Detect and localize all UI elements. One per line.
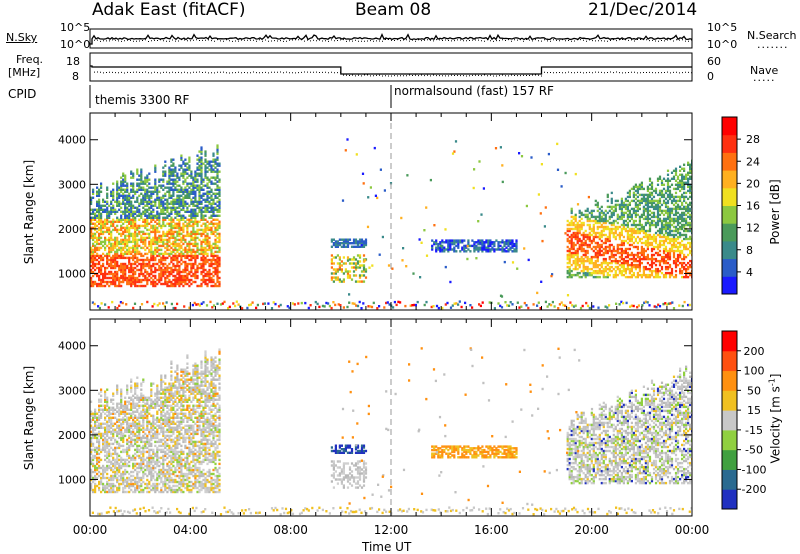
ytick-label-power-3000: 3000 (58, 178, 86, 191)
ytick-label-power-1000: 1000 (58, 267, 86, 280)
colorbar-power-band-0 (722, 276, 737, 295)
ytick-label-velocity-1000: 1000 (58, 473, 86, 486)
velocity-colorbar-label-main: Velocity [m s (768, 386, 783, 464)
colorbar-velocity-tick-label-2: 50 (747, 384, 761, 397)
colorbar-velocity-tick-label-6: -100 (742, 463, 767, 476)
colorbar-power-tick-label-6: 28 (746, 133, 760, 146)
colorbar-power-band-6 (722, 170, 737, 189)
colorbar-velocity-tick-label-3: 15 (747, 404, 761, 417)
colorbar-power-band-3 (722, 223, 737, 242)
colorbar-power-tick-label-0: 4 (746, 266, 753, 279)
xtick-label-5: 20:00 (574, 523, 609, 537)
velocity-colorbar-label-sup: -1 (767, 378, 777, 387)
freq-series-line (90, 65, 692, 75)
velocity-colorbar-label-end: ] (768, 373, 783, 379)
colorbar-velocity-band-2 (722, 449, 737, 470)
colorbar-power-tick-label-2: 12 (746, 222, 760, 235)
colorbar-power-band-7 (722, 152, 737, 171)
velocity-colorbar-label: Velocity [m s-1] (768, 364, 783, 474)
colorbar-power-tick-label-1: 8 (746, 244, 753, 257)
nsearch-tick-bottom: 10^0 (707, 38, 738, 51)
colorbar-velocity-tick-label-7: -200 (742, 483, 767, 496)
xtick-label-2: 08:00 (273, 523, 308, 537)
colorbar-velocity-tick-label-0: 200 (744, 345, 765, 358)
nsearch-label: N.Search (747, 29, 797, 42)
beam-label: Beam 08 (355, 0, 432, 20)
xtick-label-0: 00:00 (73, 523, 108, 537)
nsky-panel-frame (89, 28, 693, 49)
nsearch-legend-line: ....... (757, 38, 789, 51)
colorbar-power-band-5 (722, 187, 737, 206)
nave-tick-bottom: 0 (707, 70, 714, 83)
colorbar-velocity-band-3 (722, 429, 737, 451)
nsky-label: N.Sky (6, 31, 38, 44)
colorbar-power-band-8 (722, 134, 737, 153)
nsky-series-line (90, 32, 693, 45)
freq-unit-label: [MHz] (8, 66, 41, 79)
xtick-label-4: 16:00 (474, 523, 509, 537)
nsearch-series-dots (94, 39, 692, 42)
colorbar-power-tick-label-3: 16 (746, 200, 760, 213)
colorbar-velocity-band-0 (722, 489, 737, 510)
colorbar-power-band-1 (722, 258, 737, 277)
ytick-label-velocity-3000: 3000 (58, 384, 86, 397)
freq-tick-bottom: 8 (72, 70, 79, 83)
nsky-tick-top: 10^5 (60, 21, 91, 34)
xaxis-title: Time UT (362, 540, 412, 554)
colorbar-velocity-tick-label-4: -15 (745, 424, 763, 437)
colorbar-velocity-tick-label-1: 100 (744, 365, 765, 378)
colorbar-velocity-band-8 (722, 331, 737, 352)
colorbar-velocity-frame (721, 330, 738, 510)
nsky-tick-bottom: 10^0 (60, 38, 91, 51)
velocity-heatmap-marks (90, 347, 692, 516)
xtick-label-1: 04:00 (173, 523, 208, 537)
nave-label: Nave (750, 64, 779, 77)
nave-legend-line: ..... (753, 71, 776, 84)
cpid-segment-2: normalsound (fast) 157 RF (394, 84, 554, 98)
colorbar-velocity-band-7 (722, 350, 737, 372)
colorbar-power-band-9 (722, 117, 737, 136)
colorbar-velocity-band-4 (722, 410, 737, 431)
colorbar-power-band-4 (722, 205, 737, 224)
colorbar-velocity-band-5 (722, 390, 737, 411)
power-heatmap-marks (90, 138, 692, 310)
freq-label: Freq. (16, 53, 44, 66)
colorbar-power-tick-label-4: 20 (746, 177, 760, 190)
chart-title: Adak East (fitACF) (92, 0, 246, 20)
colorbar-velocity-band-6 (722, 370, 737, 391)
freq-tick-top: 18 (66, 55, 80, 68)
xtick-label-6: 00:00 (675, 523, 710, 537)
nave-tick-top: 60 (707, 55, 721, 68)
nave-series-dots (94, 71, 692, 77)
cpid-label: CPID (8, 87, 37, 101)
nsearch-tick-top: 10^5 (707, 21, 738, 34)
ytick-label-velocity-2000: 2000 (58, 429, 86, 442)
power-ylabel: Slant Range [km] (22, 159, 36, 265)
colorbar-power-band-2 (722, 240, 737, 260)
xtick-label-3: 12:00 (374, 523, 409, 537)
ytick-label-velocity-4000: 4000 (58, 340, 86, 353)
colorbar-velocity-band-1 (722, 469, 737, 490)
date-label: 21/Dec/2014 (588, 0, 698, 20)
ytick-label-power-4000: 4000 (58, 134, 86, 147)
colorbar-power-tick-label-5: 24 (746, 155, 760, 168)
ytick-label-power-2000: 2000 (58, 223, 86, 236)
colorbar-velocity-tick-label-5: -50 (745, 444, 763, 457)
velocity-ylabel: Slant Range [km] (22, 365, 36, 471)
power-colorbar-label: Power [dB] (768, 179, 782, 245)
cpid-segment-1: themis 3300 RF (95, 93, 190, 107)
